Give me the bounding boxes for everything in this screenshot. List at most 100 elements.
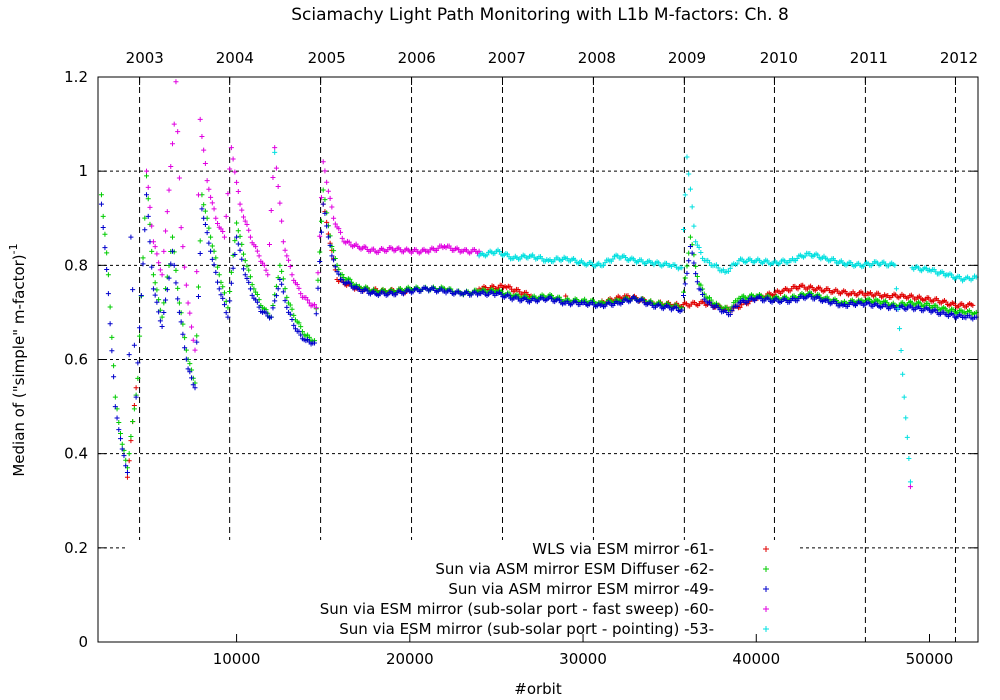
x-axis-label: #orbit — [514, 680, 562, 698]
x-tick-label: 10000 — [213, 650, 261, 668]
data-point — [206, 240, 212, 246]
data-point — [213, 255, 219, 261]
data-point — [209, 256, 215, 262]
data-point — [771, 292, 777, 298]
y-tick-label: 1.2 — [64, 68, 88, 86]
data-point — [239, 207, 245, 213]
data-point — [182, 345, 188, 351]
data-point — [242, 258, 248, 264]
data-point — [154, 251, 160, 257]
data-point — [322, 168, 328, 174]
data-points — [98, 79, 979, 490]
data-point — [303, 294, 309, 300]
data-point — [109, 334, 115, 340]
data-point — [230, 265, 236, 271]
data-point — [244, 221, 250, 227]
data-point — [213, 269, 219, 275]
data-point — [140, 261, 146, 267]
data-point — [289, 317, 295, 323]
data-point — [282, 298, 288, 304]
top-year-label: 2009 — [668, 49, 706, 67]
data-point — [168, 163, 174, 169]
data-point — [334, 269, 340, 275]
data-point — [893, 286, 899, 292]
data-point — [339, 235, 345, 241]
data-point — [171, 121, 177, 127]
data-point — [329, 253, 335, 259]
data-point — [112, 404, 118, 410]
data-point — [175, 285, 181, 291]
data-point — [194, 269, 200, 275]
data-point — [235, 188, 241, 194]
data-point — [706, 260, 712, 266]
data-point — [312, 340, 318, 346]
data-point — [244, 263, 250, 269]
data-point — [268, 314, 274, 320]
x-tick-label: 20000 — [386, 650, 434, 668]
data-point — [163, 297, 169, 303]
data-point — [121, 453, 127, 459]
data-point — [114, 415, 120, 421]
data-point — [727, 265, 733, 271]
data-point — [157, 267, 163, 273]
data-point — [700, 292, 706, 298]
data-point — [734, 261, 740, 267]
data-point — [907, 484, 913, 490]
data-point — [504, 251, 510, 257]
data-point — [100, 213, 106, 219]
y-tick-label: 0.2 — [64, 539, 88, 557]
data-point — [166, 187, 172, 193]
data-point — [176, 300, 182, 306]
data-point — [684, 154, 690, 160]
data-point — [338, 229, 344, 235]
data-point — [298, 324, 304, 330]
data-point — [202, 161, 208, 167]
data-point — [315, 277, 321, 283]
axis-ticks: 0 0.2 0.4 0.6 0.8 1 1.2 10000 20000 30000 40000 500… — [64, 49, 978, 668]
data-point — [320, 159, 326, 165]
data-point — [681, 226, 687, 232]
data-point — [275, 184, 281, 190]
series-3 — [144, 79, 913, 490]
data-point — [286, 257, 292, 263]
data-point — [176, 309, 182, 315]
data-point — [180, 331, 186, 337]
data-point — [698, 287, 704, 293]
data-point — [130, 419, 136, 425]
data-point — [102, 231, 108, 237]
data-point — [152, 292, 158, 298]
data-point — [693, 263, 699, 269]
data-point — [234, 220, 240, 226]
data-point — [171, 262, 177, 268]
data-point — [279, 268, 285, 274]
data-point — [291, 312, 297, 318]
data-point — [228, 269, 234, 275]
data-point — [242, 218, 248, 224]
data-point — [142, 227, 148, 233]
data-point — [107, 304, 113, 310]
data-point — [156, 260, 162, 266]
data-point — [211, 262, 217, 268]
data-point — [164, 287, 170, 293]
data-point — [138, 293, 144, 299]
data-point — [247, 234, 253, 240]
data-point — [318, 218, 324, 224]
data-point — [694, 274, 700, 280]
grid-lines — [98, 77, 978, 642]
data-point — [270, 305, 276, 311]
data-point — [289, 306, 295, 312]
chart-title: Sciamachy Light Path Monitoring with L1b… — [291, 5, 789, 25]
data-point — [249, 282, 255, 288]
data-point — [904, 434, 910, 440]
data-point — [237, 233, 243, 239]
data-point — [208, 234, 214, 240]
data-point — [694, 279, 700, 285]
data-point — [943, 299, 949, 305]
data-point — [199, 134, 205, 140]
data-point — [107, 321, 113, 327]
data-point — [892, 262, 898, 268]
data-point — [691, 223, 697, 229]
data-point — [312, 302, 318, 308]
data-point — [241, 214, 247, 220]
